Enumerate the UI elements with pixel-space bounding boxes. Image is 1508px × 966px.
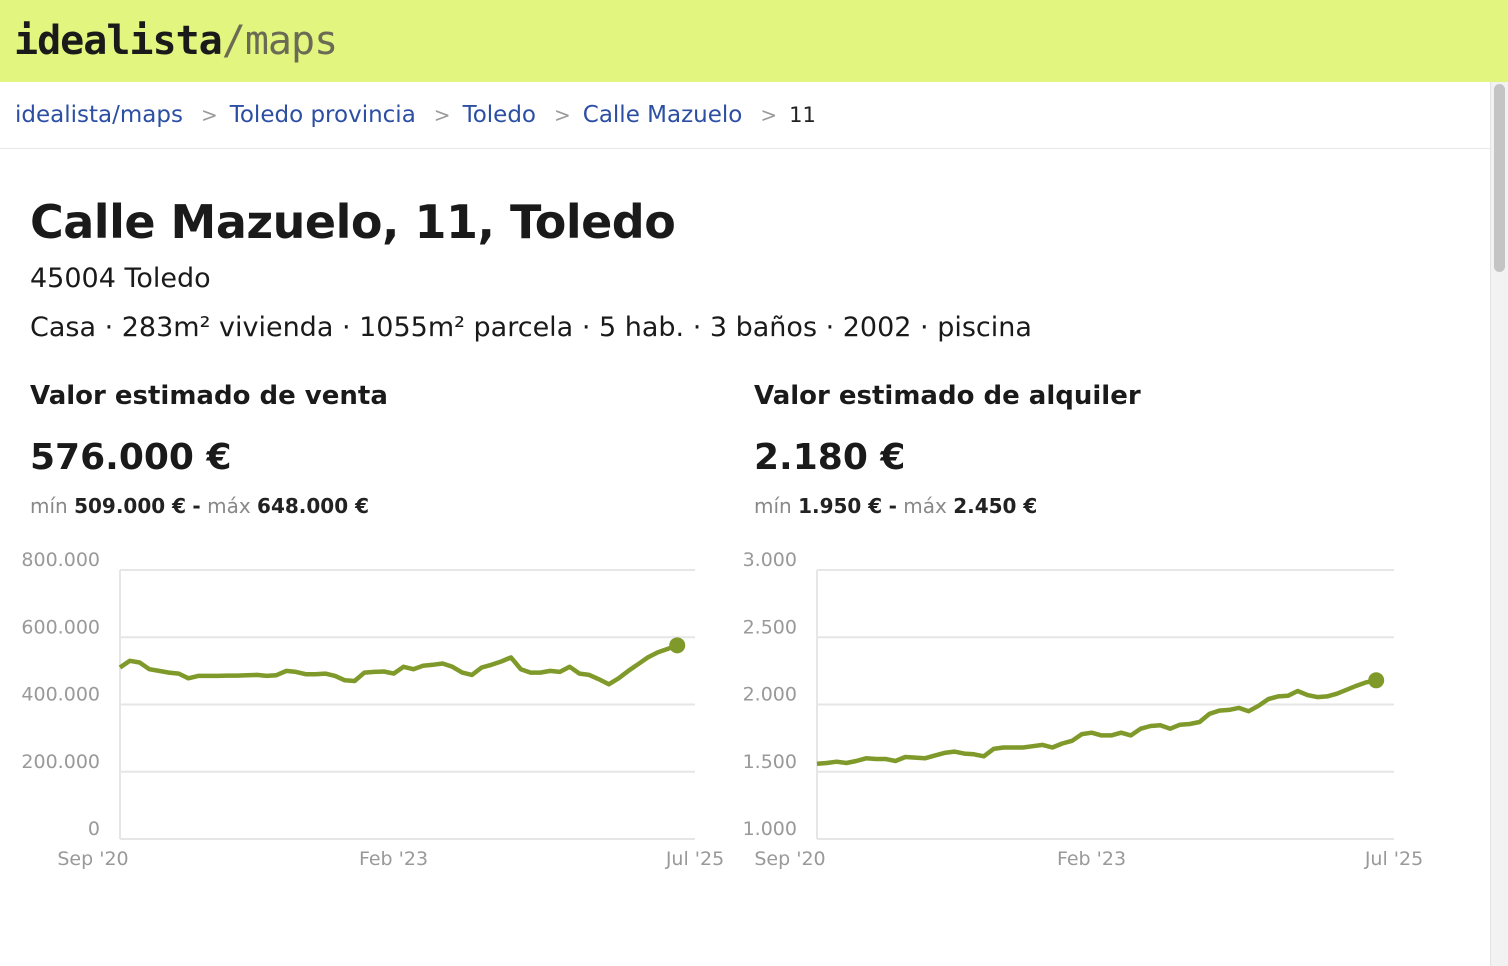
sale-value: 576.000 € (30, 437, 232, 478)
sale-chart: 0 200.000 400.000 600.000 800.000 Sep '20 Feb … (21, 549, 724, 870)
x-tick-label: Sep '20 (57, 848, 128, 870)
rent-estimate-section: Valor estimado de alquiler 2.180 € mín 1… (743, 343, 1478, 870)
rent-min: 1.950 € (798, 494, 883, 518)
y-tick-label: 2.000 (743, 684, 797, 706)
breadcrumb-current: 11 (789, 103, 816, 127)
max-label: máx (903, 494, 947, 518)
sale-range: mín 509.000 € - máx 648.000 € (30, 494, 754, 518)
scrollbar-thumb[interactable] (1494, 84, 1505, 272)
breadcrumb-home[interactable]: idealista/maps (15, 102, 183, 128)
rent-value: 2.180 € (754, 437, 906, 478)
sale-max: 648.000 € (257, 494, 370, 518)
breadcrumb-city[interactable]: Toledo (462, 102, 536, 128)
y-tick-label: 3.000 (743, 549, 797, 571)
y-tick-label: 0 (88, 818, 100, 840)
min-label: mín (30, 494, 68, 518)
y-tick-label: 600.000 (21, 616, 100, 638)
y-tick-label: 400.000 (21, 684, 100, 706)
x-tick-label: Jul '25 (1364, 848, 1423, 870)
series-line (816, 678, 1377, 766)
logo-main: idealista (14, 18, 223, 64)
property-features: Casa · 283m² vivienda · 1055m² parcela ·… (30, 312, 1032, 343)
breadcrumb-street[interactable]: Calle Mazuelo (582, 102, 743, 128)
y-tick-label: 1.000 (743, 818, 797, 840)
y-tick-label: 800.000 (21, 549, 100, 571)
y-tick-label: 1.500 (743, 751, 797, 773)
breadcrumb: idealista/maps > Toledo provincia > Toledo… (0, 82, 1490, 149)
scrollbar[interactable] (1490, 82, 1508, 966)
sale-estimate-section: Valor estimado de venta 576.000 € mín 50… (21, 343, 754, 870)
min-label: mín (754, 494, 792, 518)
chevron-right-icon: > (200, 103, 218, 127)
sale-heading: Valor estimado de venta (30, 381, 388, 411)
y-tick-label: 2.500 (743, 616, 797, 638)
chevron-right-icon: > (554, 103, 571, 127)
page-title: Calle Mazuelo, 11, Toledo (30, 195, 676, 249)
rent-range: mín 1.950 € - máx 2.450 € (754, 494, 1478, 518)
dash: - (888, 494, 897, 518)
x-tick-label: Jul '25 (665, 848, 724, 870)
x-tick-label: Feb '23 (359, 848, 428, 870)
y-tick-label: 200.000 (21, 751, 100, 773)
x-tick-label: Sep '20 (754, 848, 825, 870)
max-label: máx (207, 494, 251, 518)
rent-heading: Valor estimado de alquiler (754, 381, 1141, 411)
logo-sub: maps (244, 18, 338, 64)
logo-sep: / (221, 18, 246, 64)
rent-max: 2.450 € (953, 494, 1038, 518)
chevron-right-icon: > (433, 103, 451, 127)
last-value-point (1368, 672, 1385, 689)
breadcrumb-province[interactable]: Toledo provincia (229, 102, 416, 128)
top-bar: idealista/maps (0, 0, 1508, 82)
last-value-point (669, 637, 686, 654)
sale-min: 509.000 € (74, 494, 187, 518)
series-line (118, 643, 678, 687)
idealista-maps-logo[interactable]: idealista/maps (14, 18, 338, 64)
chevron-right-icon: > (760, 103, 778, 127)
rent-chart: 1.000 1.500 2.000 2.500 3.000 Sep '20 Feb '23 J… (743, 549, 1424, 870)
x-tick-label: Feb '23 (1057, 848, 1126, 870)
dash: - (192, 494, 201, 518)
postal-address: 45004 Toledo (30, 263, 211, 294)
